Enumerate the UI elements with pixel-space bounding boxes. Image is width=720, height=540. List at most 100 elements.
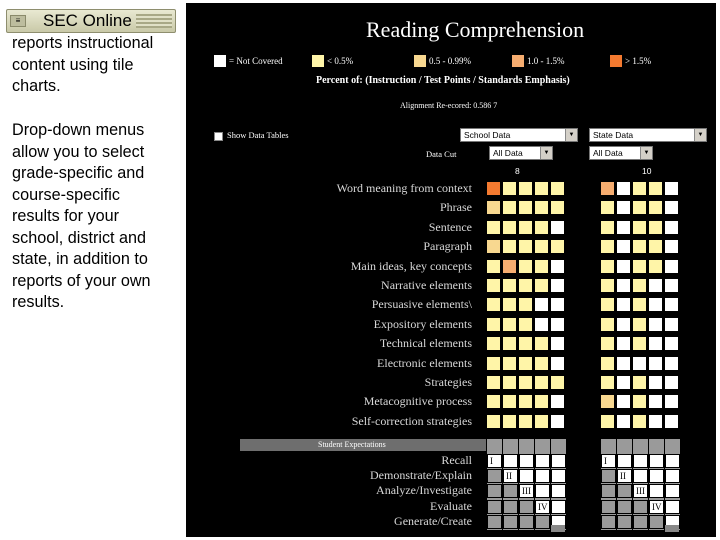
tile-cell[interactable] <box>665 220 678 234</box>
expectation-cell[interactable] <box>487 484 502 499</box>
tile-cell[interactable] <box>519 220 532 234</box>
tile-cell[interactable] <box>503 259 516 273</box>
expectation-cell[interactable] <box>633 499 648 514</box>
tile-cell[interactable] <box>487 414 500 428</box>
tile-cell[interactable] <box>649 259 662 273</box>
tile-cell[interactable] <box>519 317 532 331</box>
checkbox-box[interactable] <box>214 131 223 141</box>
expectation-cell[interactable] <box>535 469 550 484</box>
tile-cell[interactable] <box>487 317 500 331</box>
expectation-cell[interactable] <box>665 469 680 484</box>
tile-cell[interactable] <box>551 356 564 370</box>
scroll-button[interactable] <box>551 525 565 532</box>
right-data-cut-select[interactable]: All Data ▼ <box>589 146 653 160</box>
tile-cell[interactable] <box>649 414 662 428</box>
tile-cell[interactable] <box>649 298 662 312</box>
tile-cell[interactable] <box>617 356 630 370</box>
expectation-cell[interactable] <box>649 454 664 468</box>
expectation-cell[interactable] <box>551 484 566 499</box>
tile-cell[interactable] <box>665 240 678 254</box>
expectation-cell[interactable] <box>487 499 502 514</box>
expectation-cell[interactable] <box>601 499 616 514</box>
tile-cell[interactable] <box>601 201 614 215</box>
tile-cell[interactable] <box>487 201 500 215</box>
tile-cell[interactable] <box>601 182 614 195</box>
expectation-cell[interactable] <box>649 514 664 529</box>
tile-cell[interactable] <box>665 414 678 428</box>
tile-cell[interactable] <box>665 337 678 351</box>
tile-cell[interactable] <box>617 240 630 254</box>
expectation-cell[interactable] <box>487 514 502 529</box>
tile-cell[interactable] <box>665 182 678 195</box>
tile-cell[interactable] <box>601 220 614 234</box>
expectation-cell[interactable] <box>535 499 550 514</box>
tile-cell[interactable] <box>503 414 516 428</box>
tile-cell[interactable] <box>551 317 564 331</box>
tile-cell[interactable] <box>535 337 548 351</box>
tile-cell[interactable] <box>633 356 646 370</box>
tile-cell[interactable] <box>649 317 662 331</box>
show-data-tables-checkbox[interactable]: Show Data Tables <box>214 130 289 141</box>
left-data-cut-select[interactable]: All Data ▼ <box>489 146 553 160</box>
tile-cell[interactable] <box>633 414 646 428</box>
expectation-cell[interactable] <box>665 499 680 514</box>
tile-cell[interactable] <box>503 201 516 215</box>
chevron-down-icon[interactable]: ▼ <box>540 147 552 159</box>
expectation-cell[interactable] <box>617 499 632 514</box>
expectation-cell[interactable] <box>601 454 616 468</box>
tile-cell[interactable] <box>535 356 548 370</box>
tile-cell[interactable] <box>519 337 532 351</box>
tile-cell[interactable] <box>551 259 564 273</box>
expectation-cell[interactable] <box>519 499 534 514</box>
tile-cell[interactable] <box>601 414 614 428</box>
tile-cell[interactable] <box>649 356 662 370</box>
tile-cell[interactable] <box>665 356 678 370</box>
tile-cell[interactable] <box>487 279 500 292</box>
tile-cell[interactable] <box>535 279 548 292</box>
tile-cell[interactable] <box>617 279 630 292</box>
tile-cell[interactable] <box>601 395 614 409</box>
tile-cell[interactable] <box>487 240 500 254</box>
tile-cell[interactable] <box>551 279 564 292</box>
tile-cell[interactable] <box>519 376 532 389</box>
expectation-cell[interactable] <box>649 484 664 499</box>
right-data-select[interactable]: State Data ▼ <box>589 128 707 142</box>
tile-cell[interactable] <box>649 337 662 351</box>
tile-cell[interactable] <box>665 376 678 389</box>
tile-cell[interactable] <box>601 317 614 331</box>
tile-cell[interactable] <box>633 240 646 254</box>
tile-cell[interactable] <box>535 220 548 234</box>
chevron-down-icon[interactable]: ▼ <box>694 129 706 141</box>
tile-cell[interactable] <box>617 395 630 409</box>
tile-cell[interactable] <box>617 298 630 312</box>
tile-cell[interactable] <box>487 376 500 389</box>
tile-cell[interactable] <box>503 337 516 351</box>
tile-cell[interactable] <box>665 317 678 331</box>
expectation-cell[interactable] <box>551 469 566 484</box>
tile-cell[interactable] <box>535 240 548 254</box>
tile-cell[interactable] <box>487 182 500 195</box>
tile-cell[interactable] <box>617 259 630 273</box>
tile-cell[interactable] <box>519 298 532 312</box>
expectation-cell[interactable] <box>535 484 550 499</box>
scroll-button[interactable] <box>665 525 679 532</box>
tile-cell[interactable] <box>519 395 532 409</box>
tile-cell[interactable] <box>503 279 516 292</box>
expectation-cell[interactable] <box>665 454 680 468</box>
tile-cell[interactable] <box>649 279 662 292</box>
tile-cell[interactable] <box>551 240 564 254</box>
tile-cell[interactable] <box>535 395 548 409</box>
expectation-cell[interactable] <box>633 484 648 499</box>
tile-cell[interactable] <box>649 395 662 409</box>
tile-cell[interactable] <box>503 240 516 254</box>
expectation-cell[interactable] <box>649 499 664 514</box>
tile-cell[interactable] <box>535 259 548 273</box>
tile-cell[interactable] <box>535 182 548 195</box>
tile-cell[interactable] <box>551 182 564 195</box>
tile-cell[interactable] <box>601 337 614 351</box>
expectation-cell[interactable] <box>535 514 550 529</box>
tile-cell[interactable] <box>487 220 500 234</box>
tile-cell[interactable] <box>503 182 516 195</box>
expectation-cell[interactable] <box>601 484 616 499</box>
tile-cell[interactable] <box>535 201 548 215</box>
